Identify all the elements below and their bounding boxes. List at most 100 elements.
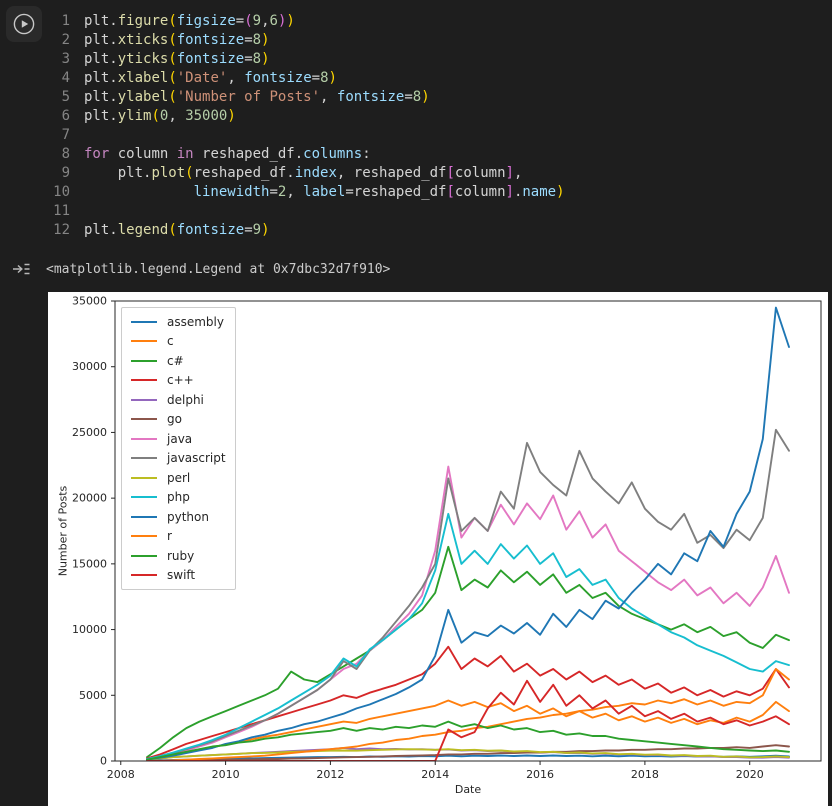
- code-line[interactable]: 9 plt.plot(reshaped_df.index, reshaped_d…: [44, 164, 832, 183]
- legend-swatch: [131, 418, 157, 421]
- series-line-c-: [146, 545, 790, 759]
- line-number: 2: [61, 32, 70, 48]
- x-tick-label: 2016: [526, 768, 554, 781]
- legend-swatch: [131, 398, 157, 401]
- legend-label: c: [167, 334, 174, 349]
- legend-swatch: [131, 457, 157, 460]
- legend-swatch: [131, 320, 157, 323]
- legend-swatch: [131, 340, 157, 343]
- line-number: 7: [61, 127, 70, 143]
- x-axis-label: Date: [454, 783, 482, 796]
- legend-item: java: [131, 429, 226, 449]
- series-line-c: [146, 699, 790, 761]
- legend-label: delphi: [167, 392, 204, 407]
- legend-item: c: [131, 332, 226, 352]
- legend-swatch: [131, 554, 157, 557]
- line-number: 4: [61, 70, 70, 86]
- code-editor[interactable]: 1 plt.figure(figsize=(9,6)) 2 plt.xticks(fo…: [44, 12, 832, 240]
- code-line[interactable]: 11: [44, 202, 832, 221]
- x-tick-label: 2008: [107, 768, 135, 781]
- series-line-java: [146, 465, 790, 761]
- code-text: plt.yticks(fontsize=8): [84, 51, 270, 67]
- legend-label: c#: [167, 353, 184, 368]
- series-line-swift: [146, 679, 790, 761]
- y-tick-label: 10000: [72, 623, 107, 636]
- code-line[interactable]: 7: [44, 126, 832, 145]
- plot-border: [114, 300, 822, 762]
- legend-label: php: [167, 490, 190, 505]
- legend-item: delphi: [131, 390, 226, 410]
- legend-label: java: [167, 431, 193, 446]
- line-number: 1: [61, 13, 70, 29]
- y-tick-label: 25000: [72, 426, 107, 439]
- code-line[interactable]: 5 plt.ylabel('Number of Posts', fontsize=…: [44, 88, 832, 107]
- code-cell: 1 plt.figure(figsize=(9,6)) 2 plt.xticks(fo…: [0, 0, 832, 250]
- legend-item: r: [131, 527, 226, 547]
- line-number: 3: [61, 51, 70, 67]
- line-number: 8: [61, 146, 70, 162]
- legend-label: swift: [167, 568, 196, 583]
- code-text: plt.xticks(fontsize=8): [84, 32, 270, 48]
- code-text: for column in reshaped_df.columns:: [84, 146, 371, 162]
- legend-item: go: [131, 410, 226, 430]
- cell-output-row: <matplotlib.legend.Legend at 0x7dbc32d7f…: [0, 250, 832, 288]
- legend-label: ruby: [167, 548, 195, 563]
- chart-canvas: 2008 2010 2012 2014 2016 2018 2020 0 5000 10000 15…: [72, 295, 822, 781]
- line-number: 12: [53, 222, 70, 238]
- legend-item: php: [131, 488, 226, 508]
- legend-swatch: [131, 359, 157, 362]
- series-line-php: [146, 512, 790, 760]
- legend-swatch: [131, 379, 157, 382]
- legend-item: swift: [131, 566, 226, 586]
- legend-label: perl: [167, 470, 191, 485]
- y-tick-label: 30000: [72, 360, 107, 373]
- code-line[interactable]: 3 plt.yticks(fontsize=8): [44, 50, 832, 69]
- legend-label: python: [167, 509, 209, 524]
- legend-item: ruby: [131, 546, 226, 566]
- legend-item: c#: [131, 351, 226, 371]
- code-text: plt.ylabel('Number of Posts', fontsize=8…: [84, 89, 430, 105]
- code-line[interactable]: 4 plt.xlabel('Date', fontsize=8): [44, 69, 832, 88]
- series-line-perl: [146, 748, 790, 761]
- code-line[interactable]: 6 plt.ylim(0, 35000): [44, 107, 832, 126]
- legend-item: assembly: [131, 312, 226, 332]
- legend-label: r: [167, 529, 172, 544]
- code-text: plt.legend(fontsize=9): [84, 222, 270, 238]
- code-line[interactable]: 1 plt.figure(figsize=(9,6)): [44, 12, 832, 31]
- code-text: plt.figure(figsize=(9,6)): [84, 13, 295, 29]
- series-line-ruby: [146, 720, 790, 761]
- y-tick-label: 5000: [79, 689, 107, 702]
- code-line[interactable]: 2 plt.xticks(fontsize=8): [44, 31, 832, 50]
- cell-output-icon[interactable]: [10, 258, 32, 280]
- x-tick-label: 2010: [212, 768, 240, 781]
- code-line[interactable]: 10 linewidth=2, label=reshaped_df[column…: [44, 183, 832, 202]
- y-axis-label: Number of Posts: [56, 485, 70, 577]
- line-number: 10: [53, 184, 70, 200]
- code-text: plt.ylim(0, 35000): [84, 108, 236, 124]
- series-line-javascript: [146, 428, 790, 760]
- legend-label: assembly: [167, 314, 224, 329]
- legend-item: javascript: [131, 449, 226, 469]
- run-cell-button[interactable]: [12, 12, 36, 36]
- chart-legend: assembly c c# c++ delphi go java javascript perl…: [121, 307, 236, 590]
- code-lines: 1 plt.figure(figsize=(9,6)) 2 plt.xticks(fo…: [44, 12, 832, 240]
- code-line[interactable]: 12 plt.legend(fontsize=9): [44, 221, 832, 240]
- x-tick-label: 2020: [736, 768, 764, 781]
- code-text: plt.xlabel('Date', fontsize=8): [84, 70, 337, 86]
- y-tick-label: 35000: [72, 295, 107, 308]
- series-line-python: [146, 306, 790, 761]
- legend-label: go: [167, 412, 182, 427]
- legend-swatch: [131, 437, 157, 440]
- code-text: plt.plot(reshaped_df.index, reshaped_df[…: [84, 165, 523, 181]
- play-circle-icon: [13, 13, 35, 35]
- matplotlib-figure: 2008 2010 2012 2014 2016 2018 2020 0 5000 10000 15…: [48, 292, 828, 806]
- legend-item: c++: [131, 371, 226, 391]
- series-line-r: [146, 668, 790, 761]
- x-tick-label: 2012: [316, 768, 344, 781]
- legend-swatch: [131, 515, 157, 518]
- code-line[interactable]: 8 for column in reshaped_df.columns:: [44, 145, 832, 164]
- x-tick-label: 2018: [631, 768, 659, 781]
- line-number: 5: [61, 89, 70, 105]
- legend-swatch: [131, 496, 157, 499]
- y-tick-label: 15000: [72, 557, 107, 570]
